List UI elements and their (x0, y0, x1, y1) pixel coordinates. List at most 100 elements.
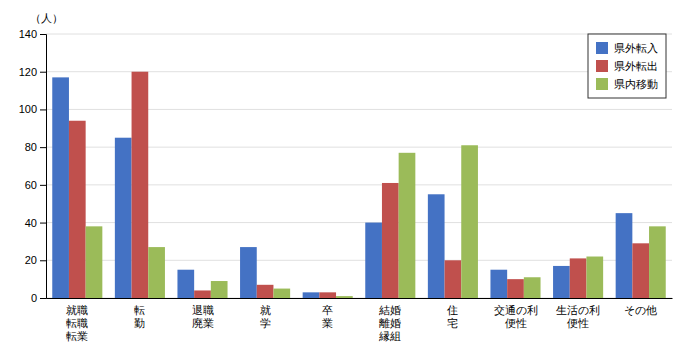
x-tick: 就職転職転業 (66, 304, 88, 342)
x-tick: 転勤 (134, 304, 145, 329)
bar (632, 243, 649, 298)
legend-label: 県内移動 (614, 78, 658, 91)
bar (570, 258, 587, 298)
bar (240, 247, 257, 298)
legend-swatch (596, 60, 608, 72)
bar (257, 285, 274, 298)
bar-series (86, 145, 666, 298)
plot: 020406080100120140就職転職転業転勤退職廃業就学卒業結婚離婚縁組… (19, 12, 673, 342)
bar (211, 281, 228, 298)
bar (319, 292, 336, 298)
x-axis: 就職転職転業転勤退職廃業就学卒業結婚離婚縁組住宅交通の利便性生活の利便性その他 (47, 299, 673, 343)
y-tick: 20 (25, 254, 46, 266)
x-tick-label-line: 就職 (66, 304, 88, 316)
bar (177, 270, 194, 298)
x-tick-label-line: 転職 (66, 317, 88, 329)
y-tick: 60 (25, 179, 46, 191)
legend-item: 県外転出 (596, 60, 658, 73)
x-tick-label-line: 転 (134, 304, 145, 316)
y-tick: 100 (19, 103, 46, 115)
y-tick-mark (40, 223, 46, 224)
x-tick: 交通の利便性 (494, 304, 538, 329)
bar (586, 257, 603, 298)
y-tick-mark (40, 109, 46, 110)
grid (46, 34, 672, 298)
bar (336, 296, 353, 298)
y-tick-label: 40 (25, 217, 37, 229)
bar (461, 145, 478, 298)
y-tick: 40 (25, 217, 46, 229)
legend-box (588, 34, 666, 98)
legend-item: 県外転入 (596, 42, 658, 55)
bar (115, 138, 132, 298)
bar (303, 292, 320, 298)
x-tick-label-line: 離婚 (379, 317, 401, 329)
bar (490, 270, 507, 298)
x-tick-label: 退職廃業 (192, 304, 214, 329)
bar (428, 194, 445, 298)
y-tick-mark (40, 34, 46, 35)
y-axis-line (40, 35, 47, 299)
x-tick-label-line: 宅 (447, 317, 458, 329)
x-tick-label-line: その他 (624, 304, 657, 316)
x-tick-label-line: 勤 (134, 317, 145, 329)
y-axis-title: （人） (30, 12, 63, 25)
x-tick-label-line: 転業 (66, 330, 88, 342)
x-tick-label-line: 退職 (192, 304, 214, 316)
bars (52, 72, 665, 298)
y-tick-label: 60 (25, 179, 37, 191)
bar (507, 279, 524, 298)
bar (148, 247, 165, 298)
x-tick: 就学 (260, 304, 271, 329)
x-axis-line (47, 298, 673, 299)
x-tick-label-line: 便性 (505, 317, 527, 329)
x-tick-label-line: 結婚 (378, 304, 401, 316)
y-tick-mark (40, 298, 46, 299)
y-tick-label: 100 (19, 103, 37, 115)
bar (69, 121, 86, 298)
bar (616, 213, 633, 298)
legend-item: 県内移動 (596, 78, 658, 91)
bar-series (69, 72, 649, 298)
x-tick: 結婚離婚縁組 (378, 304, 401, 342)
y-axis: 0 20 40 60 80 100 120 140 (19, 28, 47, 304)
x-tick-label-line: 就 (260, 304, 271, 316)
x-tick-label: 住宅 (447, 304, 458, 329)
x-tick-label-line: 業 (322, 317, 333, 329)
bar (52, 77, 69, 298)
legend-swatch (596, 42, 608, 54)
x-tick-label: 結婚離婚縁組 (378, 304, 401, 342)
bar (553, 266, 570, 298)
x-tick-label-line: 卒 (322, 304, 333, 316)
y-tick: 140 (19, 28, 46, 40)
x-tick: 住宅 (447, 304, 458, 329)
bar (382, 183, 399, 298)
x-tick: 卒業 (322, 304, 333, 329)
legend-label: 県外転入 (614, 42, 658, 55)
y-tick-mark (40, 260, 46, 261)
x-tick-label: 卒業 (322, 304, 333, 329)
y-tick-label: 20 (25, 254, 37, 266)
bar (365, 223, 382, 298)
bar (132, 72, 149, 298)
y-tick-mark (40, 147, 46, 148)
y-tick: 120 (19, 66, 46, 78)
bar (86, 226, 103, 298)
x-tick-label-line: 生活の利 (556, 304, 600, 316)
x-tick-label-line: 交通の利 (494, 304, 538, 316)
x-tick-label-line: 縁組 (378, 330, 401, 342)
legend-swatch (596, 78, 608, 90)
grid-line (46, 34, 672, 35)
bar (524, 277, 541, 298)
x-tick-label-line: 廃業 (192, 317, 214, 329)
y-tick: 0 (31, 292, 46, 304)
y-tick-mark (40, 72, 46, 73)
bar (445, 260, 462, 298)
y-tick-label: 140 (19, 28, 37, 40)
y-tick-label: 0 (31, 292, 37, 304)
y-tick: 80 (25, 141, 46, 153)
x-tick-label-line: 便性 (567, 317, 589, 329)
x-tick: 退職廃業 (192, 304, 214, 329)
x-tick-label: 生活の利便性 (556, 304, 600, 329)
bar (273, 289, 290, 298)
